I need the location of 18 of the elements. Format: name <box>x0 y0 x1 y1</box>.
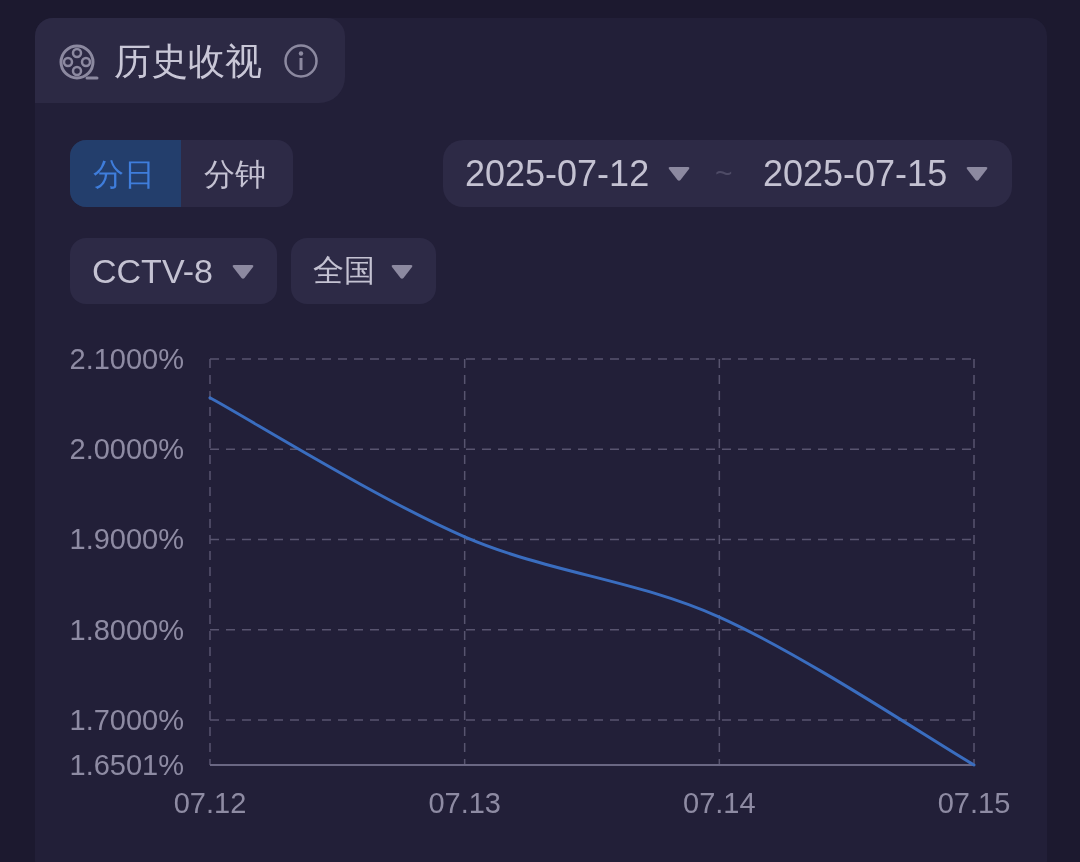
toggle-option-text: 分钟 <box>204 159 266 190</box>
dropdown-text: CCTV-8 <box>92 254 213 288</box>
x-tick-label: 07.13 <box>428 787 501 819</box>
x-tick-label: 07.12 <box>173 787 247 819</box>
y-tick-label: 1.9000% <box>69 523 184 556</box>
y-tick-label: 2.1000% <box>69 343 184 375</box>
y-tick-label: 2.0000% <box>69 433 184 466</box>
date-start: 2025-07-12 <box>465 156 650 192</box>
date-separator: ~ <box>715 158 733 188</box>
y-tick-label: 1.7000% <box>69 703 184 736</box>
x-tick-label: 07.15 <box>937 787 1011 819</box>
dropdown-text: 全国 <box>313 255 375 286</box>
toggle-option-text: 分日 <box>93 159 155 190</box>
title: 历史收视 <box>114 43 262 80</box>
date-end: 2025-07-15 <box>763 156 948 192</box>
x-tick-label: 07.14 <box>683 787 756 819</box>
y-tick-label: 1.8000% <box>69 613 184 646</box>
y-tick-label: 1.6501% <box>69 749 184 781</box>
